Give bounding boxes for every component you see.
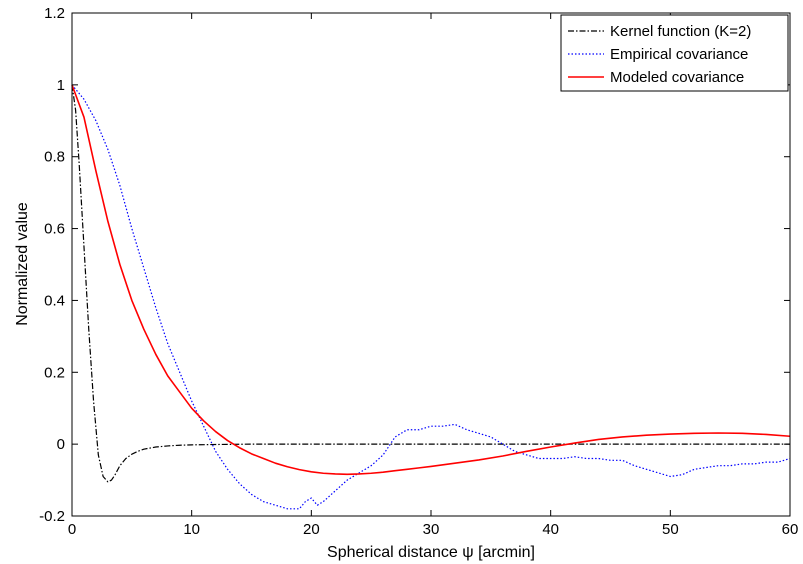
- ticks-layer: 0 10 20 30 40 50 60-0.200.20.40.60.811.2: [39, 5, 798, 538]
- y-tick-label: 0.6: [44, 221, 65, 238]
- legend-label-kernel: Kernel function (K=2): [610, 23, 751, 40]
- series-line-modeled: [71, 84, 791, 476]
- series-line-kernel: [71, 84, 790, 483]
- y-tick-label: 0.4: [44, 292, 65, 309]
- x-tick-label: 60: [782, 521, 799, 538]
- y-tick-label: 0.2: [44, 364, 65, 381]
- y-tick-label: 0.8: [44, 149, 65, 166]
- x-tick-label: 20: [303, 521, 320, 538]
- x-tick-label: 30: [423, 521, 440, 538]
- series-line-empirical: [71, 84, 791, 510]
- y-axis-label: Normalized value: [14, 202, 31, 326]
- legend: Kernel function (K=2) Empirical covarian…: [560, 14, 789, 92]
- legend-label-modeled: Modeled covariance: [610, 69, 744, 86]
- x-tick-label: 0: [68, 521, 76, 538]
- y-tick-label: -0.2: [39, 508, 65, 525]
- legend-label-empirical: Empirical covariance: [610, 46, 748, 63]
- x-axis-label: Spherical distance ψ [arcmin]: [327, 544, 535, 561]
- plot-background: [72, 13, 790, 516]
- y-tick-label: 0: [57, 436, 65, 453]
- x-tick-label: 50: [662, 521, 679, 538]
- y-tick-label: 1.2: [44, 5, 65, 22]
- series-layer: [71, 84, 791, 510]
- y-tick-label: 1: [57, 77, 65, 94]
- x-tick-label: 40: [542, 521, 559, 538]
- legend-box: [560, 14, 789, 92]
- x-tick-label: 10: [183, 521, 200, 538]
